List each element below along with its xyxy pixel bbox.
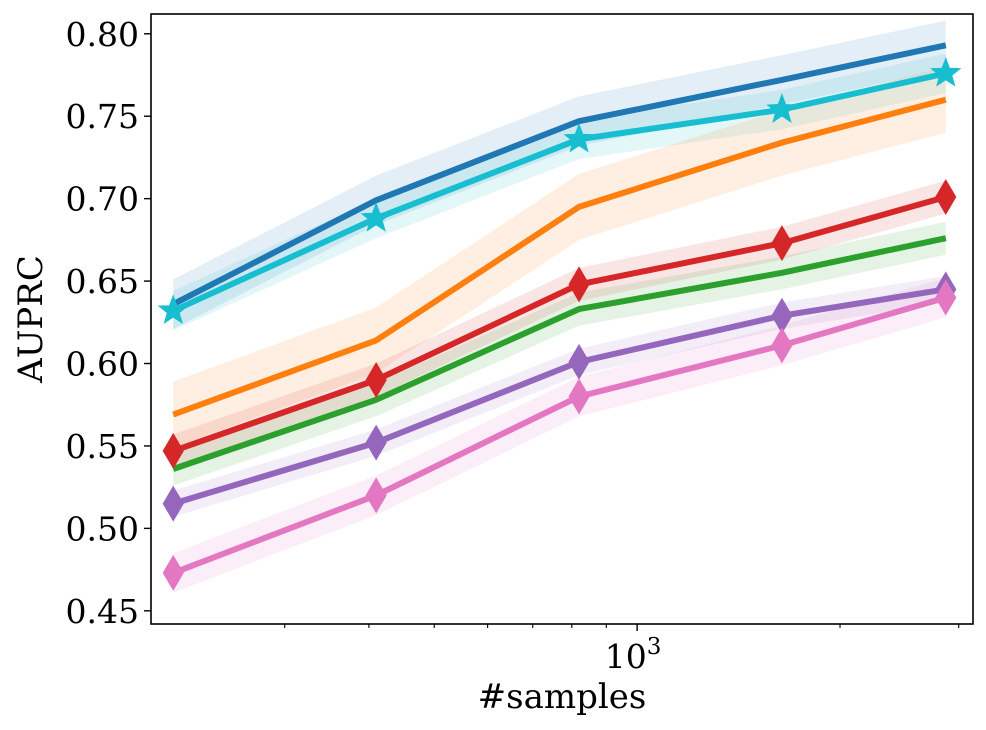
band-red: [173, 180, 946, 468]
x-axis-ticks: 103: [284, 624, 960, 676]
y-tick-label: 0.45: [66, 592, 139, 631]
band-cyan: [173, 53, 946, 331]
series-markers: [157, 56, 962, 591]
band-pink: [173, 277, 946, 593]
marker-red: [935, 179, 957, 215]
line-orange: [172, 96, 947, 418]
y-tick-label: 0.65: [66, 262, 139, 301]
marker-red: [568, 266, 590, 303]
marker-cyan: [157, 294, 189, 325]
y-axis-ticks: 0.45 0.50 0.55 0.60 0.65 0.70 0.75 0.80: [66, 15, 151, 631]
marker-cyan: [563, 122, 595, 153]
marker-pink: [935, 279, 957, 316]
x-tick-label: 103: [605, 634, 662, 676]
band-blue: [173, 20, 946, 329]
marker-cyan: [930, 56, 962, 87]
y-tick-label: 0.75: [66, 97, 139, 136]
plot-frame: [150, 13, 974, 625]
marker-red: [162, 432, 184, 469]
marker-pink: [365, 477, 387, 514]
marker-pink: [568, 378, 590, 415]
line-green: [172, 235, 947, 472]
marker-pink: [162, 554, 184, 591]
y-tick-label: 0.80: [66, 15, 139, 54]
y-axis-title: AUPRC: [11, 255, 51, 384]
marker-cyan: [766, 93, 798, 123]
confidence-bands: [173, 20, 946, 593]
marker-red: [365, 362, 387, 398]
marker-pink: [771, 327, 793, 364]
line-blue: [171, 42, 947, 307]
y-tick-label: 0.70: [66, 180, 139, 219]
y-tick-label: 0.60: [66, 345, 139, 384]
band-green: [173, 221, 946, 486]
marker-cyan: [360, 201, 392, 232]
marker-red: [771, 225, 793, 262]
band-orange: [173, 66, 946, 448]
y-tick-label: 0.55: [66, 427, 139, 466]
y-tick-label: 0.50: [66, 509, 139, 548]
marker-purple: [365, 424, 387, 461]
band-purple: [173, 276, 946, 517]
marker-purple: [162, 485, 184, 522]
x-axis-title: #samples: [478, 677, 647, 717]
